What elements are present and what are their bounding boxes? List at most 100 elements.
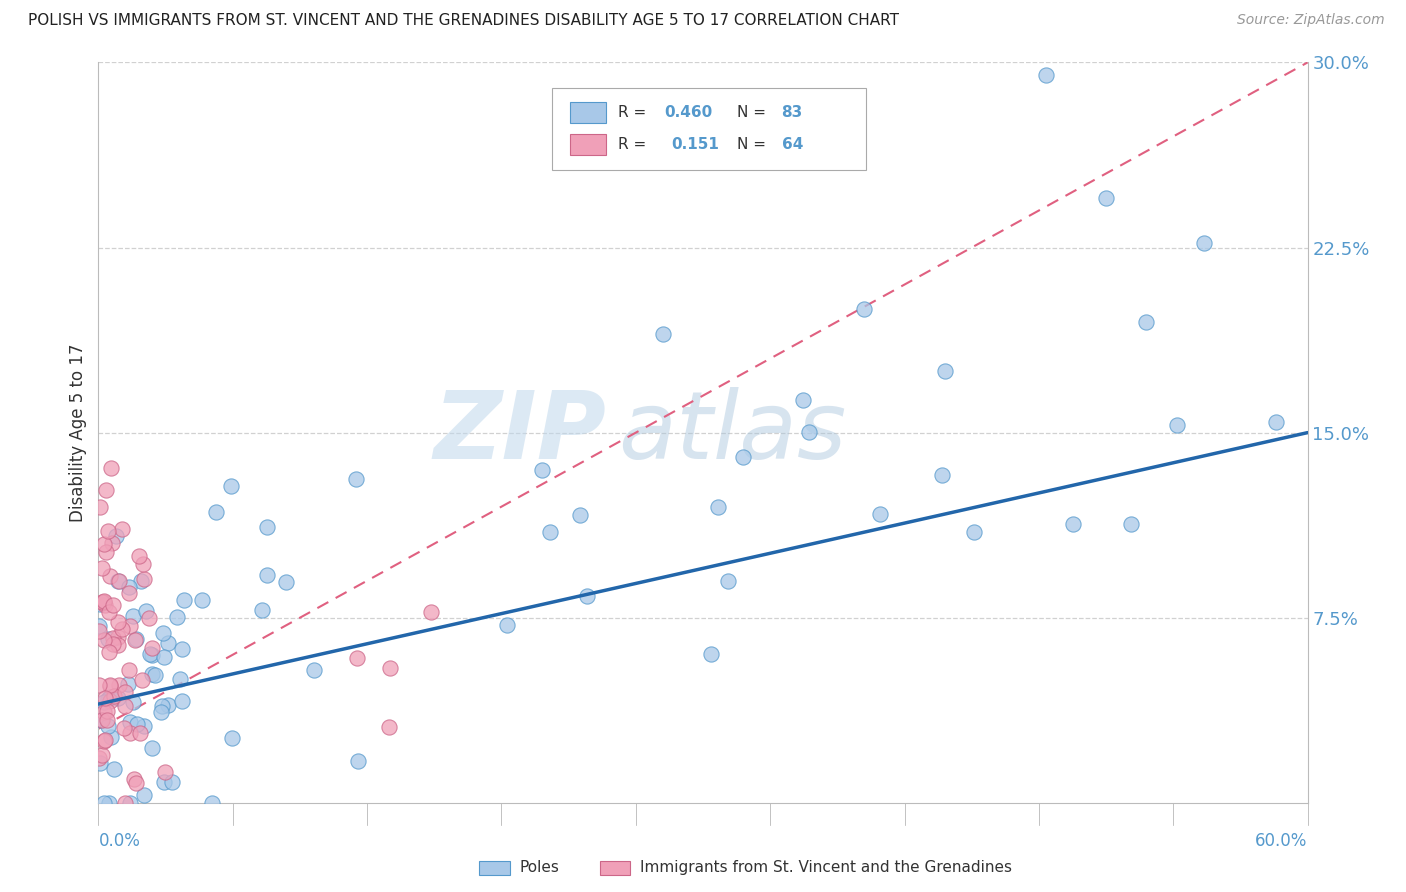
Point xyxy=(96,704,118,718)
Point xyxy=(568,508,591,522)
Point xyxy=(191,592,214,607)
Point xyxy=(221,731,243,745)
Point xyxy=(201,796,224,810)
Point xyxy=(94,483,117,498)
Point xyxy=(931,467,953,482)
Point xyxy=(94,690,117,705)
Point xyxy=(132,788,155,802)
Point xyxy=(93,732,115,747)
Point xyxy=(103,762,125,776)
Point xyxy=(90,595,112,609)
Point xyxy=(89,597,111,611)
Point xyxy=(172,693,194,707)
Point xyxy=(93,694,115,708)
Point xyxy=(173,593,195,607)
Point xyxy=(1062,516,1084,531)
Point xyxy=(344,472,367,486)
Point xyxy=(107,574,129,589)
Point xyxy=(98,693,121,707)
Point xyxy=(90,713,112,727)
FancyBboxPatch shape xyxy=(600,861,630,875)
Point xyxy=(98,690,121,705)
Point xyxy=(128,725,150,739)
Point xyxy=(135,604,157,618)
Point xyxy=(97,796,120,810)
Point xyxy=(496,618,519,632)
Point xyxy=(134,719,156,733)
Point xyxy=(93,734,115,748)
Text: N =: N = xyxy=(737,137,770,153)
Point xyxy=(111,622,134,636)
Point xyxy=(156,698,179,712)
Point xyxy=(107,678,129,692)
Point xyxy=(98,679,121,693)
Y-axis label: Disability Age 5 to 17: Disability Age 5 to 17 xyxy=(69,343,87,522)
Point xyxy=(707,500,730,514)
Point xyxy=(114,796,136,810)
Point xyxy=(91,561,114,575)
Point xyxy=(128,549,150,563)
Point xyxy=(733,450,755,465)
Point xyxy=(120,796,142,810)
Point xyxy=(205,505,228,519)
Point xyxy=(118,663,141,677)
Point xyxy=(97,632,120,647)
Point xyxy=(157,636,180,650)
Point xyxy=(89,624,111,638)
Point xyxy=(107,615,129,629)
Point xyxy=(118,586,141,600)
Point xyxy=(132,572,155,586)
FancyBboxPatch shape xyxy=(569,135,606,155)
Point xyxy=(150,699,173,714)
Point xyxy=(125,632,148,646)
Point xyxy=(651,326,673,341)
Point xyxy=(347,754,370,768)
Point xyxy=(166,610,188,624)
Point xyxy=(129,574,152,588)
Point xyxy=(94,545,117,559)
Point xyxy=(170,642,193,657)
Point xyxy=(120,619,142,633)
Point xyxy=(100,461,122,475)
Text: POLISH VS IMMIGRANTS FROM ST. VINCENT AND THE GRENADINES DISABILITY AGE 5 TO 17 : POLISH VS IMMIGRANTS FROM ST. VINCENT AN… xyxy=(28,13,898,29)
Point xyxy=(118,726,141,740)
Point xyxy=(124,632,146,647)
Point xyxy=(111,523,134,537)
Point xyxy=(1135,314,1157,328)
Text: atlas: atlas xyxy=(619,387,846,478)
Point xyxy=(377,720,399,734)
Point xyxy=(93,595,115,609)
Point xyxy=(97,719,120,733)
Point xyxy=(114,684,136,698)
Point xyxy=(304,663,326,677)
Point xyxy=(122,608,145,623)
Point xyxy=(98,645,121,659)
Point xyxy=(98,678,121,692)
Point xyxy=(274,574,297,589)
Point xyxy=(89,751,111,765)
Point xyxy=(141,667,163,681)
Point xyxy=(378,661,401,675)
Point xyxy=(93,632,115,647)
Point xyxy=(700,647,723,661)
Text: 0.151: 0.151 xyxy=(672,137,720,153)
Point xyxy=(717,574,740,588)
Point xyxy=(1095,191,1118,205)
Text: 60.0%: 60.0% xyxy=(1256,832,1308,850)
Point xyxy=(139,647,162,661)
Point xyxy=(153,775,176,789)
Text: 0.460: 0.460 xyxy=(664,105,713,120)
Point xyxy=(101,631,124,645)
Point xyxy=(125,716,148,731)
Point xyxy=(125,776,148,790)
Point xyxy=(869,507,891,521)
Point xyxy=(1192,235,1215,250)
Point xyxy=(143,668,166,682)
Point xyxy=(97,524,120,539)
Text: Source: ZipAtlas.com: Source: ZipAtlas.com xyxy=(1237,13,1385,28)
Text: ZIP: ZIP xyxy=(433,386,606,479)
Point xyxy=(160,775,183,789)
Point xyxy=(1119,516,1142,531)
Point xyxy=(118,580,141,594)
Point xyxy=(114,721,136,735)
